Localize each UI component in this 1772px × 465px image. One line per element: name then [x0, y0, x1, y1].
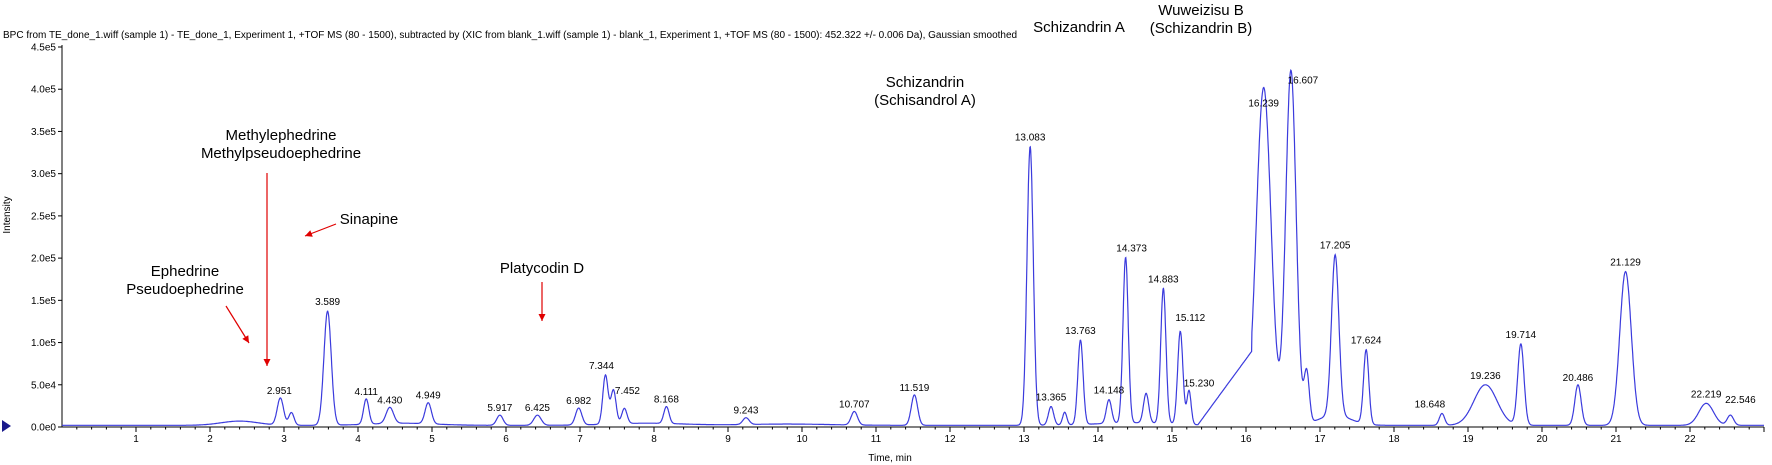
- x-tick-label: 19: [1462, 434, 1474, 445]
- x-tick-label: 15: [1166, 434, 1178, 445]
- annotation-ephedrine-text: Ephedrine: [151, 263, 219, 280]
- peak-label: 14.148: [1094, 386, 1125, 397]
- peak-label: 22.546: [1725, 395, 1756, 406]
- peak-label: 11.519: [899, 383, 929, 394]
- peak-label: 18.648: [1415, 399, 1446, 410]
- x-tick-label: 9: [725, 434, 731, 445]
- annotation-schizandrin-text: (Schisandrol A): [874, 92, 976, 109]
- y-tick-label: 3.0e5: [31, 169, 56, 180]
- x-tick-label: 14: [1092, 434, 1104, 445]
- peak-label: 22.219: [1691, 389, 1722, 400]
- annotation-wuweizisu: Wuweizisu B(Schizandrin B): [1150, 2, 1253, 37]
- annotation-platycodin-text: Platycodin D: [500, 260, 584, 277]
- x-tick-label: 1: [133, 434, 139, 445]
- x-axis-label: Time, min: [868, 453, 912, 464]
- x-tick-label: 11: [871, 434, 882, 445]
- peak-label: 2.951: [267, 386, 292, 397]
- peak-label: 13.365: [1036, 393, 1067, 404]
- x-tick-label: 3: [281, 434, 287, 445]
- peak-label: 13.083: [1015, 133, 1046, 144]
- peak-label: 7.452: [615, 386, 640, 397]
- annotation-ephedrine-text: Pseudoephedrine: [126, 281, 244, 298]
- peak-label: 19.714: [1506, 330, 1537, 341]
- x-tick-label: 21: [1610, 434, 1622, 445]
- y-tick-label: 4.5e5: [31, 43, 56, 54]
- peak-label: 9.243: [733, 406, 758, 417]
- chart-title: BPC from TE_done_1.wiff (sample 1) - TE_…: [3, 30, 1017, 41]
- annotation-schizandrin-text: Schizandrin: [886, 74, 964, 91]
- peak-label: 4.949: [416, 391, 441, 402]
- y-tick-label: 1.5e5: [31, 296, 56, 307]
- annotation-platycodin: Platycodin D: [500, 260, 584, 321]
- peak-label: 14.883: [1148, 274, 1179, 285]
- annotation-sinapine: Sinapine: [304, 211, 398, 237]
- peak-label: 10.707: [839, 399, 870, 410]
- peak-label: 16.607: [1288, 75, 1319, 86]
- y-tick-label: 5.0e4: [31, 380, 56, 391]
- x-tick-label: 22: [1684, 434, 1696, 445]
- arrow-icon: [225, 305, 250, 344]
- y-tick-label: 4.0e5: [31, 85, 56, 96]
- peak-label: 4.111: [354, 387, 378, 398]
- peak-label: 16.239: [1248, 99, 1279, 110]
- axis-marker-icon: [2, 420, 11, 432]
- x-tick-label: 13: [1018, 434, 1030, 445]
- arrowhead-icon: [538, 314, 546, 321]
- series-line: [62, 69, 1764, 426]
- annotation-methylephedrine-text: Methylephedrine: [226, 127, 337, 144]
- peak-label: 13.763: [1065, 326, 1096, 337]
- y-tick-label: 1.0e5: [31, 338, 56, 349]
- peak-label: 19.236: [1470, 371, 1501, 382]
- annotation-wuweizisu-text: (Schizandrin B): [1150, 20, 1253, 37]
- peak-label: 5.917: [487, 403, 512, 414]
- annotation-methylephedrine-text: Methylpseudoephedrine: [201, 145, 361, 162]
- peak-label: 21.129: [1610, 258, 1641, 269]
- peak-label: 8.168: [654, 395, 679, 406]
- x-tick-label: 10: [796, 434, 808, 445]
- peak-label: 3.589: [315, 297, 340, 308]
- x-tick-label: 7: [577, 434, 583, 445]
- annotation-schizandrin: Schizandrin(Schisandrol A): [874, 74, 976, 109]
- peak-label: 6.425: [525, 403, 550, 414]
- x-tick-label: 20: [1536, 434, 1548, 445]
- peak-label: 7.344: [589, 361, 614, 372]
- peak-label: 17.624: [1351, 336, 1382, 347]
- arrowhead-icon: [242, 335, 249, 343]
- x-tick-label: 2: [207, 434, 213, 445]
- annotations: EphedrinePseudoephedrineMethylephedrineM…: [126, 2, 1252, 366]
- y-axis-label: Intensity: [2, 196, 13, 233]
- annotation-schizandrin-a: Schizandrin A: [1033, 19, 1125, 36]
- x-tick-label: 16: [1240, 434, 1252, 445]
- x-tick-label: 17: [1314, 434, 1326, 445]
- peak-label: 20.486: [1563, 373, 1594, 384]
- arrowhead-icon: [263, 359, 271, 366]
- annotation-schizandrin-a-text: Schizandrin A: [1033, 19, 1125, 36]
- x-tick-label: 8: [651, 434, 657, 445]
- arrowhead-icon: [305, 230, 313, 237]
- x-tick-label: 4: [355, 434, 361, 445]
- y-tick-label: 2.0e5: [31, 254, 56, 265]
- x-tick-label: 6: [503, 434, 509, 445]
- x-tick-label: 5: [429, 434, 435, 445]
- peak-label: 15.112: [1175, 313, 1205, 324]
- annotation-sinapine-text: Sinapine: [340, 211, 398, 228]
- y-tick-label: 3.5e5: [31, 127, 56, 138]
- y-tick-label: 2.5e5: [31, 211, 56, 222]
- peak-label: 17.205: [1320, 241, 1351, 252]
- y-tick-label: 0.0e0: [31, 423, 56, 434]
- peak-label: 4.430: [377, 395, 402, 406]
- annotation-wuweizisu-text: Wuweizisu B: [1158, 2, 1244, 19]
- x-tick-label: 12: [944, 434, 956, 445]
- peak-label: 6.982: [566, 396, 591, 407]
- peak-label: 14.373: [1116, 243, 1147, 254]
- peak-label: 15.230: [1184, 379, 1215, 390]
- plot-area: 0.0e0 5.0e4 1.0e5 1.5e5 2.0e5 2.5e5 3.0e5 3.5e5…: [31, 43, 1765, 445]
- x-tick-label: 18: [1388, 434, 1400, 445]
